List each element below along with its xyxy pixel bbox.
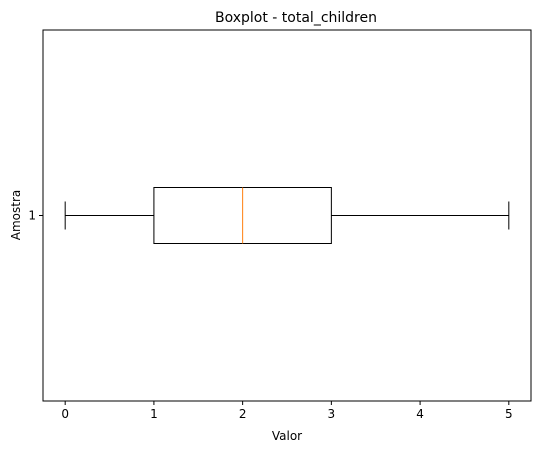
- x-tick-label: 1: [150, 407, 158, 421]
- chart-title: Boxplot - total_children: [215, 10, 377, 26]
- x-tick-label: 5: [505, 407, 513, 421]
- y-axis-label: Amostra: [9, 190, 23, 240]
- y-axis-ticks: 1: [28, 209, 43, 223]
- x-tick-label: 2: [239, 407, 247, 421]
- x-axis-ticks: 0 1 2 3 4 5: [61, 401, 513, 421]
- y-tick-label: 1: [28, 209, 36, 223]
- x-axis-label: Valor: [272, 429, 302, 443]
- x-tick-label: 3: [328, 407, 336, 421]
- box-group: [64, 187, 510, 244]
- x-tick-label: 4: [416, 407, 424, 421]
- x-tick-label: 0: [61, 407, 69, 421]
